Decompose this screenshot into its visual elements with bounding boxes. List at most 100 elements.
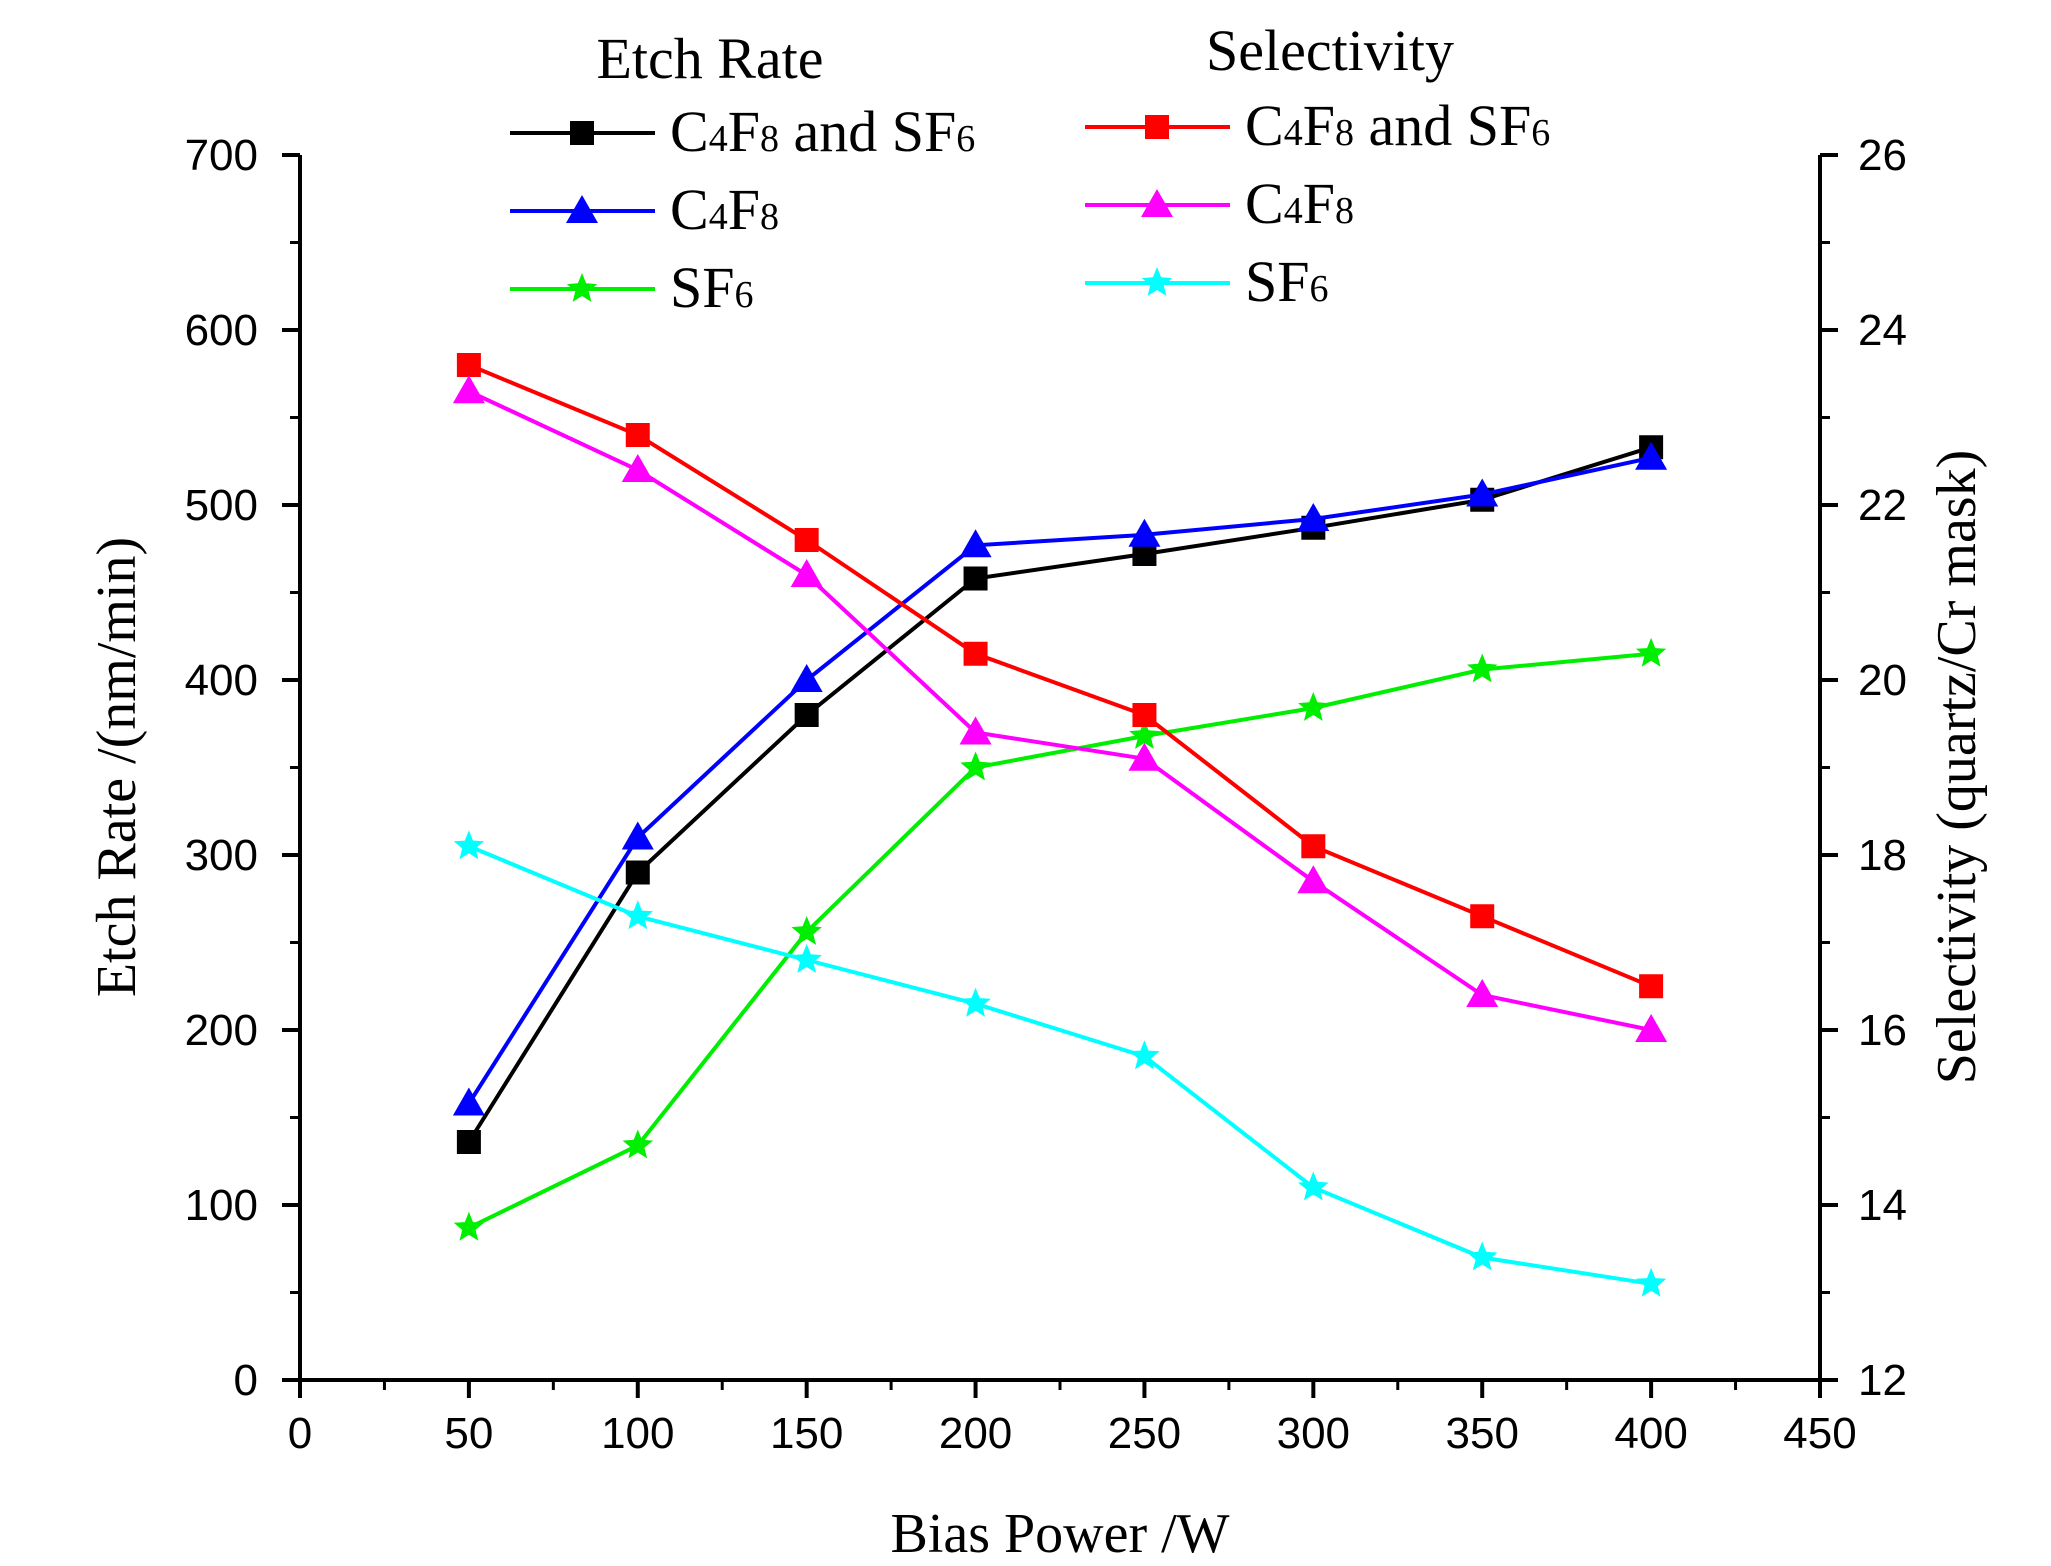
data-point xyxy=(622,900,653,930)
legend: Etch Rate Selectivity C4F8 and SF6 C4F8 SF6 C… xyxy=(510,18,1550,320)
data-point xyxy=(1467,1241,1498,1271)
legend-marker xyxy=(1145,115,1169,139)
data-point xyxy=(622,1129,653,1159)
left-y-tick-label: 500 xyxy=(185,481,258,530)
left-y-axis-title: Etch Rate /(nm/min) xyxy=(86,537,148,997)
series-line xyxy=(468,363,1652,989)
legend-item: SF6 xyxy=(1085,249,1329,314)
series-right-triangle xyxy=(452,375,1668,1042)
right-y-tick-label: 22 xyxy=(1858,481,1907,530)
series-left-triangle xyxy=(452,441,1668,1116)
data-point xyxy=(1466,979,1499,1007)
data-point xyxy=(959,716,992,745)
series-right-star xyxy=(453,830,1667,1297)
series-line xyxy=(468,844,1652,1286)
data-point xyxy=(791,944,822,973)
series-line xyxy=(467,445,1652,1144)
x-tick-label: 450 xyxy=(1783,1409,1856,1458)
data-point xyxy=(1297,503,1330,531)
right-y-tick-label: 16 xyxy=(1858,1006,1907,1055)
data-point xyxy=(1470,904,1495,929)
data-point xyxy=(794,528,819,552)
data-point xyxy=(452,375,485,404)
legend-title: Etch Rate xyxy=(596,26,823,91)
legend-item: C4F8 and SF6 xyxy=(510,99,975,164)
x-tick-label: 200 xyxy=(939,1409,1012,1458)
legend-item: C4F8 xyxy=(1085,171,1354,236)
data-point xyxy=(621,454,654,482)
data-point xyxy=(453,830,485,860)
x-tick-label: 400 xyxy=(1614,1409,1687,1458)
right-y-tick-label: 20 xyxy=(1858,656,1907,705)
x-tick-label: 150 xyxy=(770,1409,843,1458)
right-y-tick-label: 14 xyxy=(1858,1181,1907,1230)
data-point xyxy=(625,423,650,447)
legend-item: C4F8 xyxy=(510,177,779,242)
data-point xyxy=(790,664,823,692)
legend-label: C4F8 xyxy=(670,177,779,242)
left-y-tick-label: 400 xyxy=(185,656,258,705)
data-point xyxy=(452,1087,485,1116)
data-point xyxy=(453,1211,485,1241)
data-point xyxy=(1128,518,1161,547)
x-tick-label: 0 xyxy=(288,1409,312,1458)
data-point xyxy=(1466,478,1499,507)
data-point xyxy=(625,860,650,885)
right-y-tick-label: 12 xyxy=(1858,1356,1907,1405)
data-point xyxy=(1635,1014,1668,1042)
x-tick-label: 350 xyxy=(1446,1409,1519,1458)
legend-item: C4F8 and SF6 xyxy=(1085,93,1550,158)
x-tick-label: 300 xyxy=(1277,1409,1350,1458)
series-right-square xyxy=(456,353,1664,999)
legend-label: C4F8 xyxy=(1245,171,1354,236)
data-point xyxy=(1132,703,1157,727)
data-point xyxy=(963,641,988,666)
data-point xyxy=(1298,1171,1329,1201)
data-point xyxy=(1129,1040,1160,1070)
data-point xyxy=(1298,692,1329,721)
series-line xyxy=(468,651,1652,1230)
x-tick-label: 250 xyxy=(1108,1409,1181,1458)
legend-title: Selectivity xyxy=(1206,18,1454,83)
data-point xyxy=(963,566,988,591)
left-y-tick-label: 200 xyxy=(185,1006,258,1055)
series-left-star xyxy=(453,637,1667,1241)
series-line xyxy=(468,389,1652,1032)
data-point xyxy=(456,1130,481,1154)
data-point xyxy=(794,703,819,727)
data-point xyxy=(456,353,481,377)
legend-marker xyxy=(1141,189,1173,217)
data-point xyxy=(960,987,991,1017)
series-layer xyxy=(452,353,1668,1297)
x-axis-title: Bias Power /W xyxy=(890,1503,1229,1565)
data-point xyxy=(791,916,822,945)
data-point xyxy=(1128,742,1161,771)
data-point xyxy=(1467,653,1498,683)
data-point xyxy=(621,821,654,850)
data-point xyxy=(1635,637,1667,667)
legend-marker xyxy=(566,195,598,223)
data-point xyxy=(1635,1267,1667,1297)
data-point xyxy=(959,529,992,558)
legend-item: SF6 xyxy=(510,255,754,320)
legend-label: C4F8 and SF6 xyxy=(670,99,975,164)
left-y-tick-label: 300 xyxy=(185,831,258,880)
left-y-tick-label: 600 xyxy=(185,306,258,355)
data-point xyxy=(1301,834,1326,859)
data-point xyxy=(1635,441,1668,470)
legend-label: C4F8 and SF6 xyxy=(1245,93,1550,158)
data-point xyxy=(1129,720,1160,749)
left-y-tick-label: 100 xyxy=(185,1181,258,1230)
data-point xyxy=(790,559,823,587)
data-point xyxy=(1297,865,1330,894)
plot-area xyxy=(298,155,1822,1382)
x-tick-label: 100 xyxy=(601,1409,674,1458)
legend-marker xyxy=(566,273,598,302)
left-y-tick-label: 0 xyxy=(234,1356,258,1405)
right-y-tick-label: 26 xyxy=(1858,131,1907,180)
legend-label: SF6 xyxy=(1245,249,1329,314)
right-y-tick-label: 24 xyxy=(1858,306,1907,355)
left-y-tick-label: 700 xyxy=(185,131,258,180)
data-point xyxy=(1639,974,1664,999)
